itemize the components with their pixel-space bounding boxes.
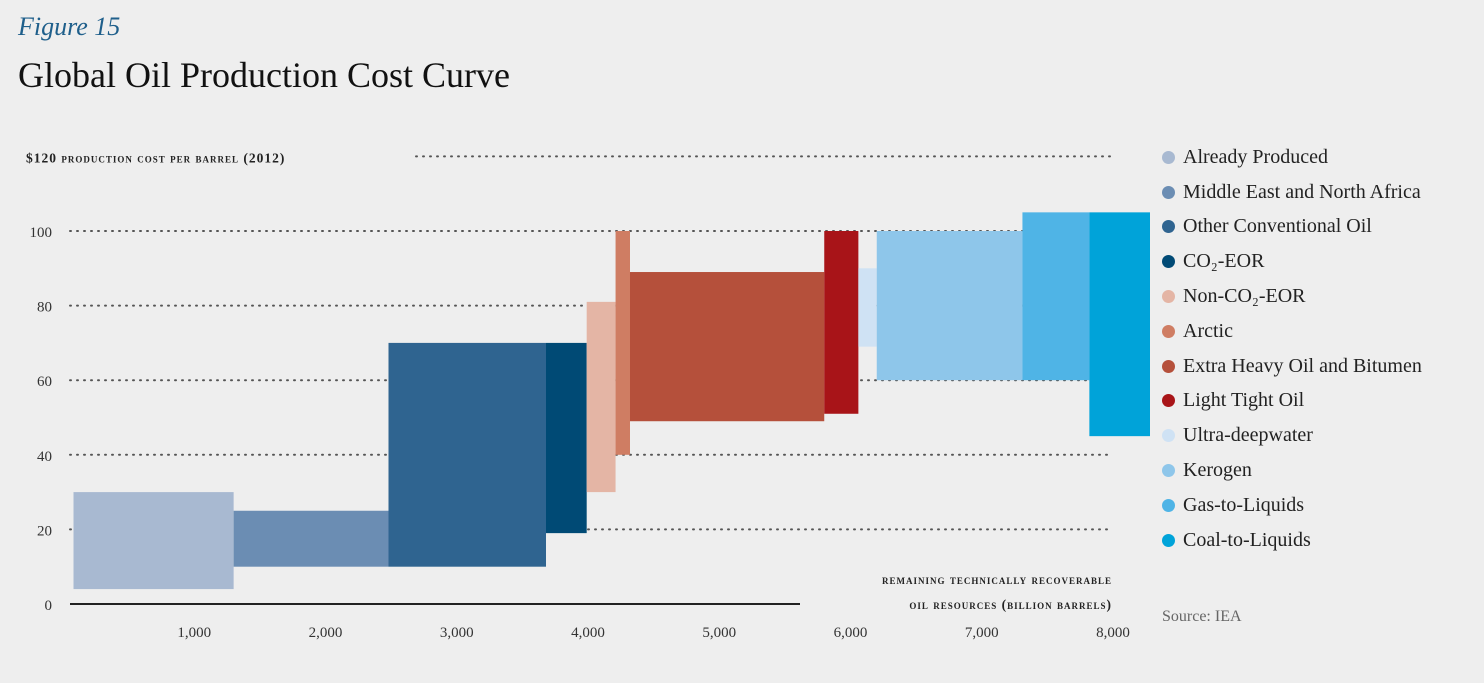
- y-tick-label: 20: [37, 523, 52, 539]
- x-tick-label: 5,000: [702, 625, 736, 641]
- y-tick-label: 100: [30, 225, 53, 241]
- legend-label: Non-CO₂-EOR: [1183, 285, 1306, 308]
- legend-item: Gas-to-Liquids: [1162, 488, 1422, 523]
- legend-item: Kerogen: [1162, 453, 1422, 488]
- x-tick-label: 7,000: [965, 625, 999, 641]
- y-axis-title: $120 production cost per barrel (2012): [26, 150, 285, 165]
- x-tick-label: 2,000: [309, 625, 343, 641]
- legend-swatch: [1162, 290, 1175, 304]
- legend-swatch: [1162, 429, 1175, 443]
- block-arctic: [615, 231, 630, 455]
- legend-label: Ultra-deepwater: [1183, 424, 1313, 447]
- block-middle-east-and-north-africa: [233, 510, 389, 567]
- block-kerogen: [876, 231, 1023, 381]
- block-ultra-deepwater: [858, 268, 877, 347]
- legend: Already Produced Middle East and North Af…: [1162, 140, 1422, 558]
- legend-swatch: [1162, 498, 1175, 512]
- legend-swatch: [1162, 394, 1175, 408]
- legend-swatch: [1162, 150, 1175, 164]
- figure-label: Figure 15: [18, 12, 121, 41]
- legend-item: Light Tight Oil: [1162, 384, 1422, 419]
- legend-label: Arctic: [1183, 319, 1233, 342]
- y-tick-label: 0: [45, 598, 53, 614]
- x-axis-title-line1: remaining technically recoverable: [882, 572, 1112, 587]
- block-gas-to-liquids: [1022, 212, 1090, 381]
- block-other-conventional-oil: [388, 342, 546, 567]
- legend-item: Other Conventional Oil: [1162, 210, 1422, 245]
- legend-item: Middle East and North Africa: [1162, 175, 1422, 210]
- legend-item: Already Produced: [1162, 140, 1422, 175]
- legend-item: Coal-to-Liquids: [1162, 523, 1422, 558]
- legend-item: Extra Heavy Oil and Bitumen: [1162, 349, 1422, 384]
- legend-swatch: [1162, 220, 1175, 234]
- legend-item: CO₂-EOR: [1162, 244, 1422, 279]
- legend-label: Other Conventional Oil: [1183, 215, 1372, 238]
- legend-label: Coal-to-Liquids: [1183, 528, 1311, 551]
- legend-label: Middle East and North Africa: [1183, 180, 1421, 203]
- legend-swatch: [1162, 324, 1175, 338]
- legend-item: Arctic: [1162, 314, 1422, 349]
- x-tick-label: 3,000: [440, 625, 474, 641]
- legend-label: CO₂-EOR: [1183, 250, 1265, 273]
- x-axis-title-line2: oil resources (billion barrels): [909, 597, 1112, 612]
- legend-swatch: [1162, 359, 1175, 373]
- legend-swatch: [1162, 464, 1175, 478]
- axes: 0 20 40 60 80 100 1,000 2,000 3,000 4,000 5,000 6,0…: [26, 150, 1130, 641]
- x-tick-label: 1,000: [177, 625, 211, 641]
- y-tick-label: 60: [37, 374, 52, 390]
- block-extra-heavy-oil-and-bitumen: [630, 272, 825, 422]
- x-tick-label: 6,000: [834, 625, 868, 641]
- block-coal-to-liquids: [1089, 212, 1150, 437]
- block-already-produced: [73, 492, 234, 590]
- block-non-co-eor: [586, 301, 616, 493]
- chart-title: Global Oil Production Cost Curve: [18, 55, 510, 95]
- legend-label: Kerogen: [1183, 459, 1252, 482]
- x-tick-label: 8,000: [1096, 625, 1130, 641]
- legend-label: Already Produced: [1183, 145, 1328, 168]
- legend-item: Non-CO₂-EOR: [1162, 279, 1422, 314]
- chart-plot-area: 0 20 40 60 80 100 1,000 2,000 3,000 4,000 5,000 6,0…: [26, 150, 1150, 641]
- source-note: Source: IEA: [1162, 608, 1242, 625]
- legend-label: Light Tight Oil: [1183, 389, 1305, 412]
- cost-blocks: [73, 212, 1150, 590]
- y-tick-label: 40: [37, 449, 52, 465]
- y-tick-label: 80: [37, 300, 52, 316]
- legend-label: Extra Heavy Oil and Bitumen: [1183, 354, 1422, 377]
- legend-swatch: [1162, 533, 1175, 547]
- x-tick-label: 4,000: [571, 625, 605, 641]
- legend-swatch: [1162, 255, 1175, 269]
- legend-swatch: [1162, 185, 1175, 199]
- block-co-eor: [546, 342, 587, 534]
- legend-item: Ultra-deepwater: [1162, 418, 1422, 453]
- legend-label: Gas-to-Liquids: [1183, 493, 1305, 516]
- block-light-tight-oil: [824, 231, 859, 414]
